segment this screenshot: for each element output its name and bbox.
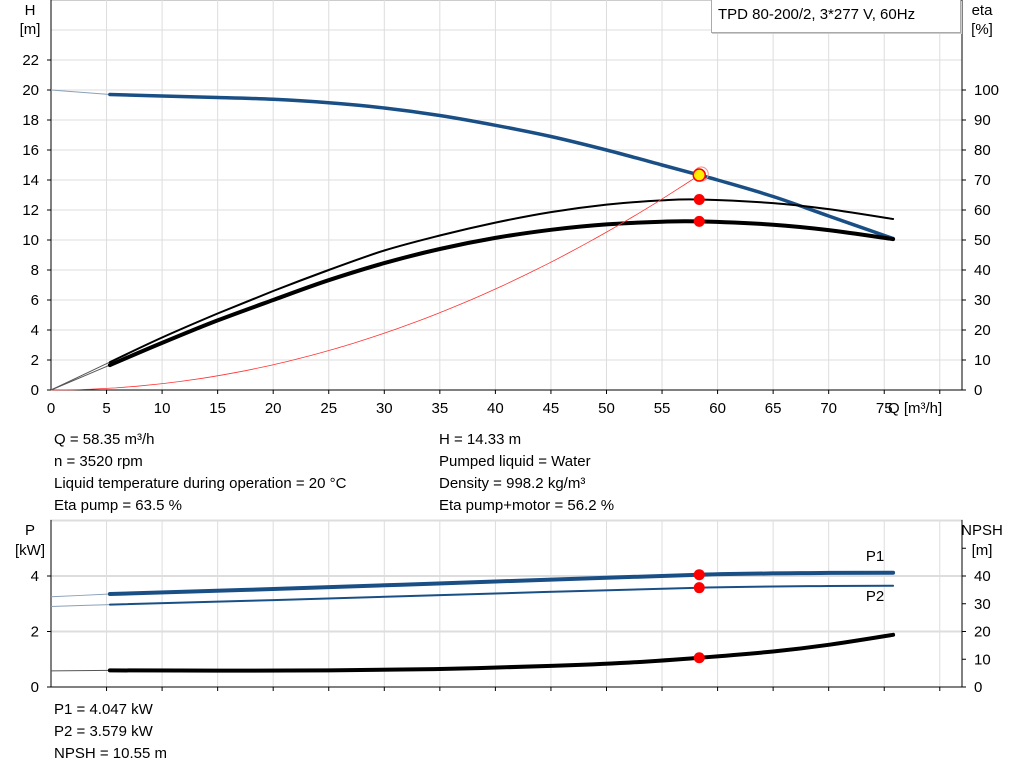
y-tick-label: 10: [22, 232, 39, 249]
operating-point-eta-pump-motor: [693, 215, 705, 227]
p1-curve: [107, 570, 896, 596]
info-flow: Q = 58.35 m³/h: [54, 431, 155, 448]
info-speed: n = 3520 rpm: [54, 453, 143, 470]
y-tick-label: 18: [22, 112, 39, 129]
info-liquid-temp: Liquid temperature during operation = 20…: [54, 475, 347, 492]
power-info: P1 = 4.047 kW P2 = 3.579 kW NPSH = 10.55…: [54, 699, 167, 765]
series-label-p2: P2: [866, 588, 884, 605]
x-tick-label: 35: [431, 400, 448, 417]
x-tick-label: 25: [320, 400, 337, 417]
h-curve: [108, 92, 895, 241]
x-tick-label: 75: [876, 400, 893, 417]
y-axis-title-left: P: [25, 522, 35, 539]
y-right-tick-label: 10: [974, 352, 991, 369]
y-axis-title-right: eta: [972, 2, 994, 19]
y-tick-label: 20: [22, 82, 39, 99]
info-eta-pump: Eta pump = 63.5 %: [54, 497, 182, 514]
info-pumped-liquid: Pumped liquid = Water: [439, 453, 591, 470]
operating-point-npsh: [693, 652, 705, 664]
x-tick-label: 30: [376, 400, 393, 417]
x-tick-label: 55: [654, 400, 671, 417]
chart-title-box: TPD 80-200/2, 3*277 V, 60Hz: [711, 0, 961, 33]
y-tick-label: 0: [31, 382, 39, 399]
y-axis-unit-left: [kW]: [15, 542, 45, 559]
y-right-tick-label: 40: [974, 262, 991, 279]
y-right-tick-label: 20: [974, 624, 991, 641]
y-right-tick-label: 10: [974, 651, 991, 668]
duty-info-left: Q = 58.35 m³/h n = 3520 rpm Liquid tempe…: [54, 429, 346, 517]
y-right-tick-label: 40: [974, 568, 991, 585]
system-curve-line: [50, 174, 700, 391]
p2-curve: [108, 584, 895, 606]
x-tick-label: 15: [209, 400, 226, 417]
chart-title: TPD 80-200/2, 3*277 V, 60Hz: [718, 6, 916, 23]
y-tick-label: 22: [22, 52, 39, 69]
x-axis-title: Q [m³/h]: [888, 400, 942, 417]
p1-extrapolated-line: [50, 593, 110, 598]
npsh-extrapolated-line: [50, 669, 110, 672]
series-label-p1: P1: [866, 548, 884, 565]
y-axis-unit-right: [m]: [972, 542, 993, 559]
y-axis-unit-left: [m]: [20, 21, 41, 38]
duty-info-right: H = 14.33 m Pumped liquid = Water Densit…: [439, 429, 614, 517]
y-right-tick-label: 0: [974, 679, 982, 696]
y-tick-label: 6: [31, 292, 39, 309]
x-tick-label: 45: [543, 400, 560, 417]
y-tick-label: 16: [22, 142, 39, 159]
x-tick-label: 65: [765, 400, 782, 417]
plot-area: [50, 519, 963, 688]
y-axis-title-left: H: [25, 2, 36, 19]
y-right-tick-label: 80: [974, 142, 991, 159]
y-tick-label: 2: [31, 352, 39, 369]
info-eta-pump-motor: Eta pump+motor = 56.2 %: [439, 497, 615, 514]
eta-pump-motor-curve: [107, 219, 896, 368]
y-tick-label: 4: [31, 322, 39, 339]
operating-point-p1: [693, 569, 705, 581]
y-tick-label: 8: [31, 262, 39, 279]
eta-pump-motor-extrapolated-line: [50, 364, 111, 391]
y-axis-unit-right: [%]: [971, 21, 993, 38]
y-right-tick-label: 30: [974, 292, 991, 309]
x-tick-label: 20: [265, 400, 282, 417]
y-right-tick-label: 0: [974, 382, 982, 399]
x-tick-label: 60: [709, 400, 726, 417]
info-npsh: NPSH = 10.55 m: [54, 745, 167, 762]
x-tick-label: 50: [598, 400, 615, 417]
y-right-tick-label: 50: [974, 232, 991, 249]
x-tick-label: 40: [487, 400, 504, 417]
x-tick-label: 10: [154, 400, 171, 417]
operating-point-p2: [693, 582, 705, 594]
info-p1: P1 = 4.047 kW: [54, 701, 153, 718]
y-right-tick-label: 60: [974, 202, 991, 219]
x-tick-label: 0: [47, 400, 55, 417]
y-tick-label: 4: [31, 568, 39, 585]
y-right-tick-label: 20: [974, 322, 991, 339]
info-p2: P2 = 3.579 kW: [54, 723, 153, 740]
info-density: Density = 998.2 kg/m³: [439, 475, 586, 492]
p2-extrapolated-line: [50, 604, 110, 607]
y-tick-label: 0: [31, 679, 39, 696]
duty-point-h: [692, 168, 707, 182]
y-right-tick-label: 90: [974, 112, 991, 129]
y-right-tick-label: 100: [974, 82, 999, 99]
operating-point-eta-pump: [693, 194, 705, 205]
y-right-tick-label: 30: [974, 596, 991, 613]
eta-pump-curve: [108, 198, 895, 364]
y-tick-label: 2: [31, 624, 39, 641]
y-axis-title-right: NPSH: [961, 522, 1003, 539]
x-tick-label: 70: [820, 400, 837, 417]
info-head: H = 14.33 m: [439, 431, 522, 448]
y-tick-label: 12: [22, 202, 39, 219]
x-tick-label: 5: [102, 400, 110, 417]
npsh-curve: [107, 632, 896, 673]
y-right-tick-label: 70: [974, 172, 991, 189]
y-tick-label: 14: [22, 172, 39, 189]
h-extrapolated-line: [50, 89, 110, 95]
